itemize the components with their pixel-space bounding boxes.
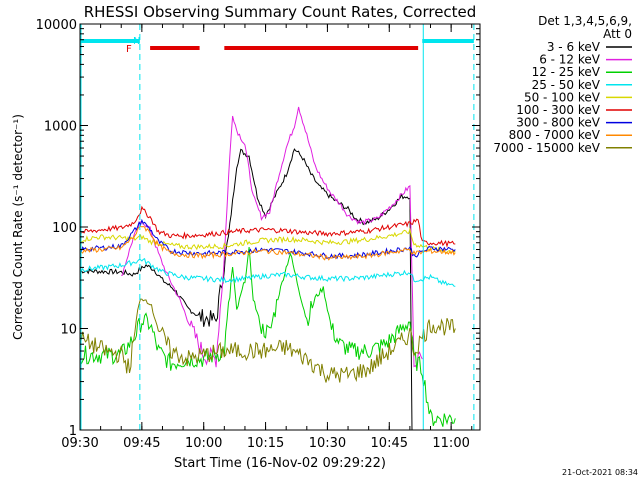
x-tick-label: 11:00 <box>432 436 469 451</box>
flare-flag-label: F <box>126 44 132 55</box>
series-line <box>79 247 456 427</box>
chart-title: RHESSI Observing Summary Count Rates, Co… <box>84 3 477 21</box>
legend-header: Att 0 <box>603 27 632 41</box>
legend-label: 6 - 12 keV <box>539 53 601 67</box>
series-line <box>79 227 456 254</box>
legend-label: 300 - 800 keV <box>516 116 600 130</box>
y-tick-label: 1000 <box>44 120 77 135</box>
legend-label: 100 - 300 keV <box>516 103 600 117</box>
series-line <box>79 225 456 261</box>
legend-label: 800 - 7000 keV <box>509 128 601 142</box>
legend-header: Det 1,3,4,5,6,9, <box>538 14 632 28</box>
x-tick-label: 09:45 <box>123 436 160 451</box>
legend-label: 25 - 50 keV <box>532 78 601 92</box>
legend-label: 50 - 100 keV <box>524 90 601 104</box>
x-tick-label: 10:45 <box>371 436 408 451</box>
y-tick-label: 1 <box>69 424 77 439</box>
night-flag-label: N <box>133 36 140 47</box>
series-line <box>79 298 456 383</box>
y-tick-label: 10000 <box>36 18 77 33</box>
x-tick-label: 10:30 <box>309 436 346 451</box>
y-axis-label: Corrected Count Rate (s⁻¹ detector⁻¹) <box>11 114 25 340</box>
x-tick-label: 10:00 <box>185 436 222 451</box>
series-line <box>121 106 423 370</box>
y-tick-label: 100 <box>52 221 77 236</box>
legend-label: 3 - 6 keV <box>547 40 601 54</box>
x-tick-label: 09:30 <box>61 436 98 451</box>
footer-timestamp: 21-Oct-2021 08:34 <box>562 468 638 477</box>
x-axis-label: Start Time (16-Nov-02 09:29:22) <box>174 456 386 471</box>
x-tick-label: 10:15 <box>247 436 284 451</box>
legend-label: 7000 - 15000 keV <box>493 141 600 155</box>
series-line <box>79 257 456 287</box>
series-line <box>79 148 413 431</box>
y-tick-label: 10 <box>60 323 77 338</box>
series-line <box>79 205 456 248</box>
legend-label: 12 - 25 keV <box>532 65 601 79</box>
series-line <box>79 218 456 260</box>
